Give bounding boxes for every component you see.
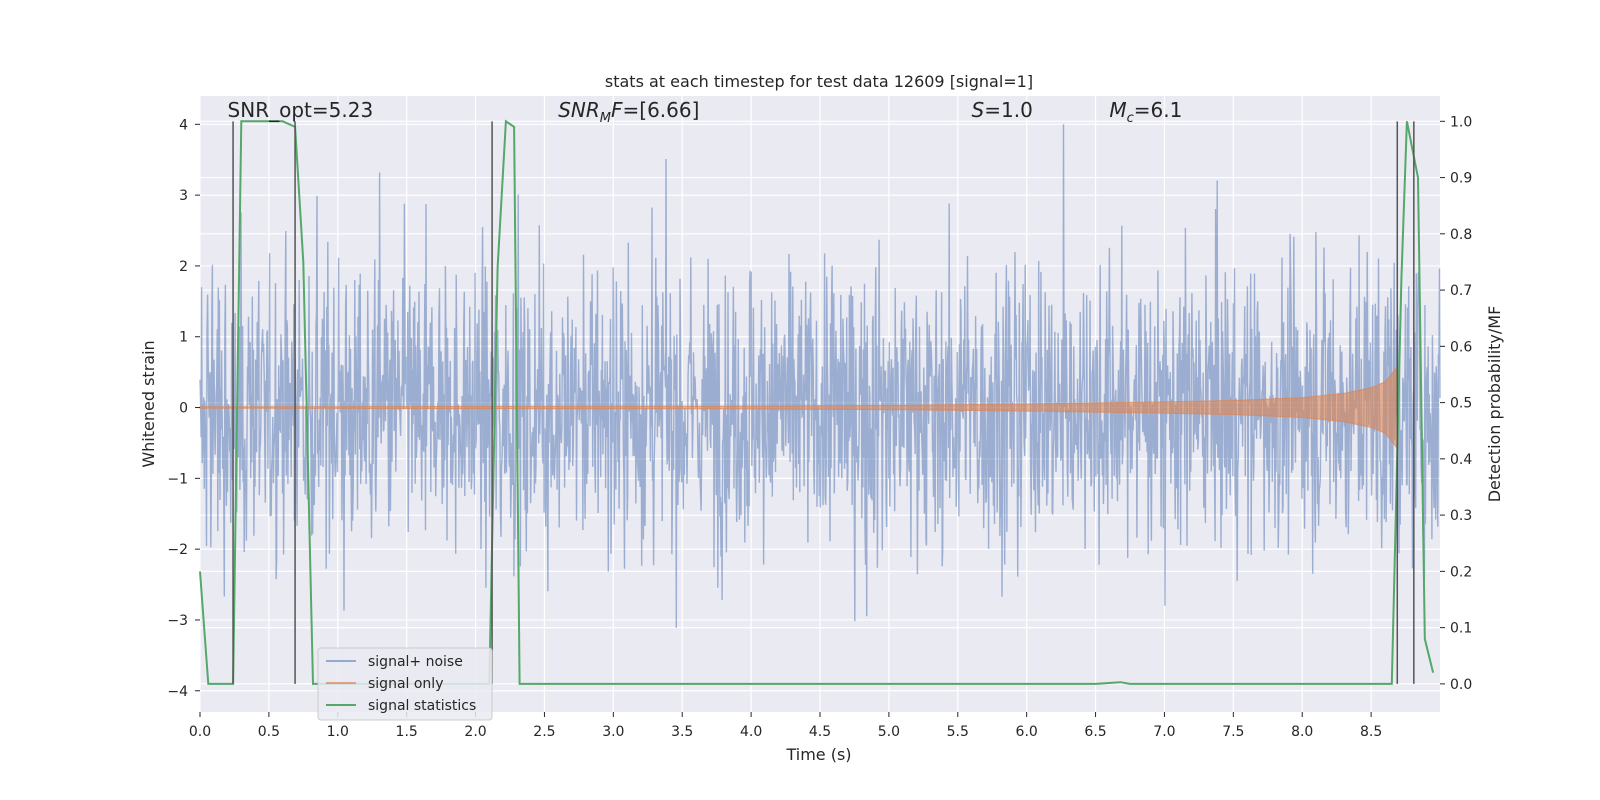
annotation-var: F [611,98,623,122]
x-tick-label: 8.0 [1291,724,1313,740]
x-tick-label: 7.0 [1153,724,1175,740]
legend-label-signal: signal only [368,676,443,692]
annotation-var: S [972,98,985,122]
annotation-text: S=1.0 [972,98,1033,122]
x-tick-label: 5.0 [878,724,900,740]
x-tick-label: 5.5 [947,724,969,740]
x-tick-label: 6.0 [1016,724,1038,740]
x-tick-label: 8.5 [1360,724,1382,740]
legend-frame [317,647,493,721]
y2-tick-label: 0.6 [1450,339,1472,355]
annotation-var: M [1109,98,1126,122]
y-tick-label: −3 [167,613,188,629]
x-tick-label: 0.5 [258,724,280,740]
x-tick-label: 4.0 [740,724,762,740]
annotation-layer: SNR_opt=5.23 SNRMF=[6.66] S=1.0 Mc=6.1 [228,98,1183,126]
legend: signal+ noise signal only signal statist… [317,647,493,721]
y2-tick-label: 0.0 [1450,677,1472,693]
y2-tick-label: 1.0 [1450,114,1472,130]
y-tick-label: 2 [179,259,188,275]
annotation-text: SNR_opt=5.23 [228,98,374,122]
x-tick-label: 2.5 [533,724,555,740]
y2-axis-label: Detection probability/MF [1485,306,1504,503]
x-tick-label: 2.0 [464,724,486,740]
y-tick-label: 0 [179,401,188,417]
y-tick-label: −2 [167,542,188,558]
y2-tick-label: 0.1 [1450,621,1472,637]
y-tick-label: −1 [167,471,188,487]
y2-tick-label: 0.7 [1450,283,1472,299]
x-axis-label: Time (s) [785,745,851,764]
x-tick-label: 3.0 [602,724,624,740]
vline-layer [232,121,1415,684]
annotation-sub: c [1127,111,1134,126]
y2-tick-label: 0.4 [1450,452,1472,468]
annotation-text: SNRMF=[6.66] [558,98,699,126]
x-tick-label: 1.5 [396,724,418,740]
y-tick-label: 3 [179,188,188,204]
x-tick-label: 0.0 [189,724,211,740]
y-tick-label: 1 [179,330,188,346]
x-tick-label: 6.5 [1084,724,1106,740]
series-signal-noise [199,124,1441,628]
y2-tick-label: 0.2 [1450,564,1472,580]
y-tick-label: 4 [179,117,188,133]
annotation-rest: =6.1 [1134,98,1183,122]
x-tick-label: 4.5 [809,724,831,740]
annotation-var: SNR [558,98,600,122]
y2-tick-label: 0.3 [1450,508,1472,524]
x-tick-label: 7.5 [1222,724,1244,740]
x-tick-label: 3.5 [671,724,693,740]
legend-label-noise: signal+ noise [368,654,463,670]
annotation-sub: M [600,111,611,126]
y-axis-label: Whitened strain [139,340,158,467]
y2-tick-label: 0.8 [1450,227,1472,243]
y2-tick-label: 0.9 [1450,171,1472,187]
ticks-layer: 0.0 0.5 1.0 1.5 2.0 2.5 3.0 3.5 4.0 4.5 5.0 5.5 6.0 6… [167,114,1472,740]
legend-label-stats: signal statistics [368,698,476,714]
annotation-rest: =1.0 [984,98,1033,122]
annotation-rest: F=[6.66] [611,98,699,122]
y2-tick-label: 0.5 [1450,396,1472,412]
x-tick-label: 1.0 [327,724,349,740]
annotation-value: =[6.66] [623,98,700,122]
chart-title: stats at each timestep for test data 126… [605,72,1033,91]
y-tick-label: −4 [167,684,188,700]
annotation-text: Mc=6.1 [1109,98,1182,126]
